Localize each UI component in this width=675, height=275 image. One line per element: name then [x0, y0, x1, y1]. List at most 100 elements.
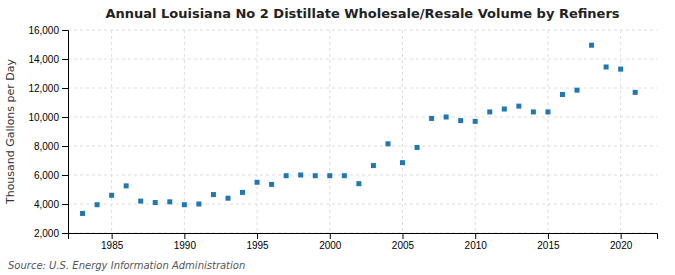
point — [138, 199, 143, 204]
y-tick: 6,000 — [34, 170, 68, 181]
x-tick-label: 2000 — [319, 240, 342, 251]
y-tick-mark — [62, 88, 68, 89]
point — [633, 90, 638, 95]
point — [429, 116, 434, 121]
x-tick-label: 1990 — [174, 240, 197, 251]
y-tick-mark — [62, 175, 68, 176]
point — [95, 202, 100, 207]
grid-line-x — [547, 30, 548, 233]
point — [356, 181, 361, 186]
chart: 198519901995200020052010201520202,0004,0… — [0, 0, 675, 275]
point — [284, 173, 289, 178]
x-tick-label: 2005 — [392, 240, 415, 251]
point — [298, 173, 303, 178]
y-tick: 16,000 — [28, 25, 68, 36]
grid-line-y — [68, 117, 657, 118]
x-tick: 2000 — [319, 233, 342, 251]
x-tick-label: 1995 — [246, 240, 269, 251]
point — [604, 64, 609, 69]
x-tick-mark — [475, 233, 476, 239]
point — [196, 202, 201, 207]
y-axis: 2,000 4,000 6,000 8,000 10,000 12,000 14,000 16… — [28, 25, 68, 239]
y-tick-label: 6,000 — [34, 170, 59, 181]
point — [516, 104, 521, 109]
x-axis-line — [69, 234, 658, 240]
y-tick: 10,000 — [28, 112, 68, 123]
point — [473, 119, 478, 124]
y-tick-mark — [62, 204, 68, 205]
y-tick: 14,000 — [28, 54, 68, 65]
point — [560, 92, 565, 97]
y-tick: 4,000 — [34, 199, 68, 210]
x-tick-mark — [402, 233, 403, 239]
point — [531, 109, 536, 114]
points — [80, 43, 638, 216]
point — [182, 202, 187, 207]
point — [255, 180, 260, 185]
x-tick-mark — [112, 233, 113, 239]
point — [502, 107, 507, 112]
point — [225, 196, 230, 201]
title: Annual Louisiana No 2 Distillate Wholesa… — [105, 6, 619, 21]
grid-line-y — [68, 88, 657, 89]
y-tick: 8,000 — [34, 141, 68, 152]
grid-line-x — [402, 30, 403, 233]
grid-line-y — [68, 175, 657, 176]
point — [385, 141, 390, 146]
x-tick-mark — [621, 233, 622, 239]
y-tick-mark — [62, 117, 68, 118]
x-axis: 19851990199520002005201020152020 — [69, 233, 658, 251]
grid-line-y — [68, 30, 657, 31]
point — [80, 211, 85, 216]
x-tick: 2005 — [392, 233, 415, 251]
x-tick: 2010 — [465, 233, 488, 251]
y-tick-mark — [62, 146, 68, 147]
x-tick-mark — [257, 233, 258, 239]
y-tick: 2,000 — [34, 228, 68, 239]
y-tick-label: 4,000 — [34, 199, 59, 210]
grid-line-y — [68, 146, 657, 147]
x-tick-mark — [548, 233, 549, 239]
point — [327, 173, 332, 178]
grid-line-x — [111, 30, 112, 233]
y-tick-mark — [62, 30, 68, 31]
x-tick: 2020 — [610, 233, 633, 251]
y-tick: 12,000 — [28, 83, 68, 94]
grid-line-x — [329, 30, 330, 233]
y-tick-mark — [62, 59, 68, 60]
x-tick-label: 2020 — [610, 240, 633, 251]
grid-line-x — [257, 30, 258, 233]
point — [545, 109, 550, 114]
y-axis-title: Thousand Gallons per Day — [4, 58, 17, 205]
point — [342, 173, 347, 178]
point — [153, 200, 158, 205]
annotation: Source: U.S. Energy Information Administ… — [8, 260, 245, 271]
point — [109, 193, 114, 198]
point — [618, 67, 623, 72]
x-tick-mark — [330, 233, 331, 239]
x-tick: 1990 — [174, 233, 197, 251]
y-tick-label: 8,000 — [34, 141, 59, 152]
x-tick: 2015 — [537, 233, 560, 251]
grid-line-x — [620, 30, 621, 233]
point — [313, 173, 318, 178]
point — [211, 192, 216, 197]
point — [167, 199, 172, 204]
point — [124, 183, 129, 188]
y-tick-label: 10,000 — [28, 112, 59, 123]
grid — [68, 30, 657, 233]
point — [371, 163, 376, 168]
grid-line-x — [475, 30, 476, 233]
y-tick-label: 16,000 — [28, 25, 59, 36]
point — [458, 118, 463, 123]
plot-area: 198519901995200020052010201520202,0004,0… — [28, 25, 657, 251]
point — [575, 88, 580, 93]
x-tick-label: 2015 — [537, 240, 560, 251]
y-tick-label: 2,000 — [34, 228, 59, 239]
y-tick-mark — [62, 233, 68, 234]
point — [415, 145, 420, 150]
x-tick: 1995 — [246, 233, 269, 251]
point — [269, 182, 274, 187]
x-tick-mark — [184, 233, 185, 239]
point — [444, 115, 449, 120]
